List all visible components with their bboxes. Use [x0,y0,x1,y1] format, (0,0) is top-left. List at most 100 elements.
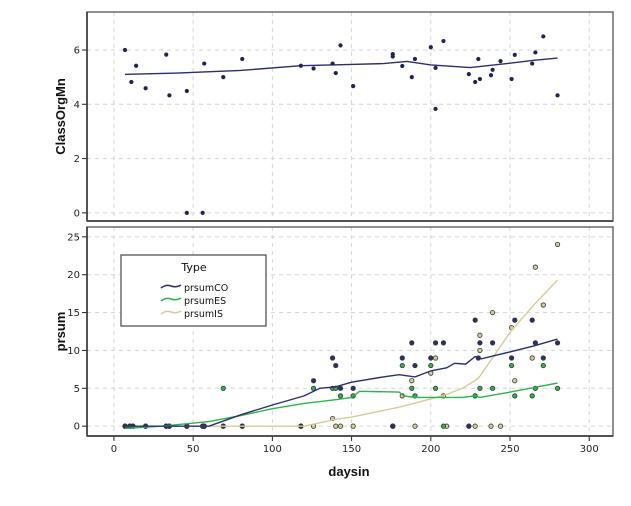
data-point [433,65,438,71]
x-tick-label: 300 [580,444,599,455]
data-point [167,93,172,98]
legend-label: prsumES [184,296,226,307]
y-tick-label: 6 [74,46,80,57]
data-point [555,93,560,98]
data-point-prsumCO [329,355,336,361]
y-axis-title: prsum [53,312,68,352]
data-point-prsumES [310,385,317,391]
data-point [533,50,538,55]
data-point-prsumCO [489,340,496,346]
legend-label: prsumCO [184,283,228,294]
data-point-prsumIS [337,423,344,429]
data-point-prsumCO [409,340,415,346]
data-point [428,45,433,50]
data-point-prsumCO [512,317,518,323]
data-point [530,61,535,66]
y-tick-label: 10 [67,346,80,357]
data-point [490,67,495,72]
legend-swatch-prsumES [160,297,182,302]
data-point-prsumCO [529,317,535,323]
y-tick-label: 2 [74,154,80,165]
data-point-prsumIS [532,264,538,270]
data-point-prsumES [540,362,546,369]
data-point-prsumIS [554,241,561,248]
data-point-prsumES [509,362,515,369]
fit-line-prsumES [124,382,558,430]
data-point [298,63,303,68]
data-point-prsumES [409,385,415,391]
data-point-prsumES [337,393,344,399]
data-point [476,56,481,62]
data-point [473,79,478,85]
y-tick-label: 15 [67,308,80,319]
data-point-prsumIS [477,347,483,354]
data-point [390,54,395,59]
data-point-prsumES [428,362,434,369]
data-point-prsumES [512,393,518,399]
data-point-prsumIS [540,302,546,308]
data-point-prsumIS [412,423,418,429]
data-point-prsumES [220,385,226,391]
legend-title: Type [180,261,206,274]
data-point [143,86,148,91]
data-point [498,59,503,64]
data-point [433,106,438,111]
y-tick-label: 4 [74,100,80,111]
data-point [134,63,139,68]
data-point [541,34,546,39]
data-point [441,38,446,44]
data-point-prsumIS [488,423,494,429]
data-point-prsumES [399,362,405,369]
data-point-prsumIS [333,423,339,429]
x-tick-label: 50 [187,444,200,455]
plot-area [87,12,613,221]
x-axis-title: daysin [328,464,369,479]
data-point-prsumIS [497,423,504,429]
data-point-prsumCO [477,340,483,346]
data-point [509,76,514,82]
data-point-prsumCO [412,362,418,369]
legend-label: prsumIS [184,309,223,320]
y-tick-label: 0 [74,422,80,433]
data-point-prsumCO [466,423,472,429]
y-tick-label: 5 [74,384,80,395]
data-point-prsumCO [310,378,317,384]
y-tick-label: 20 [67,270,80,281]
data-point-prsumCO [350,385,356,391]
data-point-prsumCO [432,340,439,346]
data-point-prsumCO [337,385,344,391]
data-point [477,76,483,82]
data-point-prsumIS [489,309,496,316]
x-tick-label: 150 [342,444,361,455]
data-point [129,79,134,85]
data-point-prsumIS [477,332,483,338]
x-tick-label: 0 [111,444,117,455]
data-point-prsumCO [540,355,546,361]
legend-box [120,254,267,327]
data-point-prsumES [554,385,561,391]
x-tick-label: 250 [500,444,519,455]
data-point [412,56,418,62]
data-point-prsumES [529,393,535,399]
data-point [221,75,226,80]
data-point [122,47,128,53]
data-point-prsumIS [409,378,415,384]
data-point-prsumIS [512,378,518,384]
data-point [488,73,494,78]
y-axis-title: ClassOrgMn [53,78,68,155]
fit-line-prsumIS [125,279,559,427]
data-point-prsumIS [350,423,356,429]
data-point [351,84,356,89]
top-panel: 0 2 4 6 ClassOrgMn [53,11,614,222]
x-tick-label: 200 [421,444,440,455]
data-point [512,52,517,57]
data-point-prsumES [440,423,447,429]
data-point-prsumCO [333,362,339,369]
data-point [409,75,414,80]
fit-line-prsumCO [125,338,558,427]
data-point [338,43,343,48]
data-point [400,63,405,69]
data-point [466,72,471,77]
data-point-prsumES [477,385,483,391]
data-point [330,61,335,66]
